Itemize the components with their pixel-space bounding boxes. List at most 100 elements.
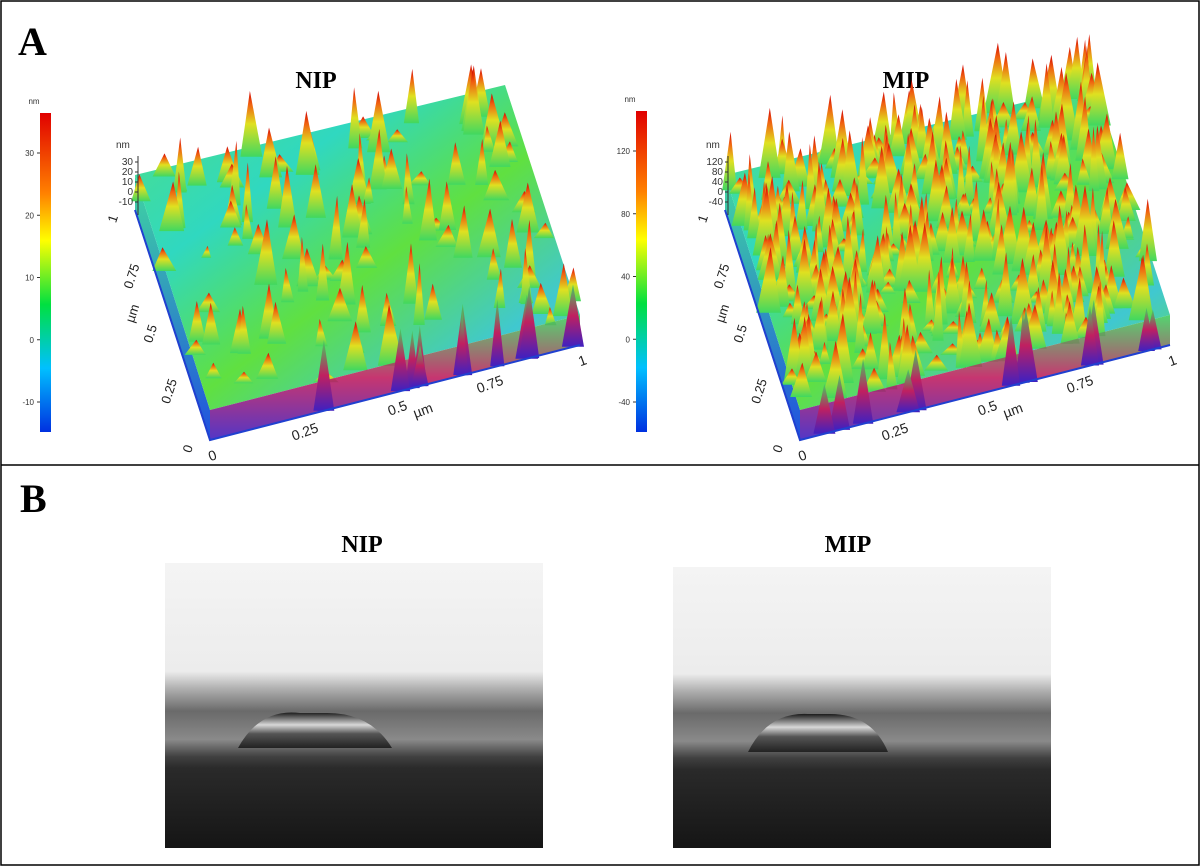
surface <box>131 64 584 440</box>
colorbar-unit: nm <box>28 97 39 106</box>
surface-peak <box>1060 301 1080 344</box>
z-tick-label: 20 <box>122 167 134 178</box>
droplet-image <box>673 567 1051 848</box>
surface-peak <box>1076 158 1092 185</box>
surface-peak <box>516 182 540 233</box>
surface-front-peak <box>390 328 411 392</box>
y-tick-label: 0.5 <box>140 323 160 345</box>
surface-peak <box>1020 96 1041 131</box>
y-tick-label: 1 <box>104 213 121 225</box>
surface-peak <box>1051 275 1066 334</box>
surface-peak <box>819 341 831 364</box>
surface-peak <box>804 351 827 382</box>
surface-peak <box>379 292 397 326</box>
surface-front-peak <box>1080 305 1100 366</box>
surface-front-peak <box>490 299 505 367</box>
colorbar-tick-label: 120 <box>617 147 631 156</box>
surface-peak <box>973 267 989 289</box>
surface-peak <box>295 110 320 175</box>
surface-peak <box>413 263 425 325</box>
surface-peak <box>963 145 975 205</box>
surface-peak <box>912 222 936 292</box>
surface-peak <box>722 131 737 191</box>
surface-peak <box>504 219 522 268</box>
x-tick-label: 0.25 <box>289 419 320 443</box>
surface-peak <box>152 247 177 271</box>
x-tick-label: 0.5 <box>385 397 409 419</box>
surface-peak <box>187 146 207 186</box>
axis-line <box>134 209 581 442</box>
surface-front-peak <box>1014 308 1038 382</box>
surface-peak <box>995 52 1015 114</box>
z-axis-unit: nm <box>116 140 130 151</box>
y-tick-label: 1 <box>694 213 711 225</box>
surface-peak <box>240 91 263 157</box>
surface-peak <box>1111 132 1129 180</box>
surface-peak <box>493 268 506 308</box>
surface-side <box>135 175 210 440</box>
surface-peak <box>992 224 1009 275</box>
surface-peak <box>924 269 936 329</box>
surface-peak <box>483 169 510 201</box>
y-tick-label: 0.75 <box>710 262 732 291</box>
surface-peak <box>267 301 287 344</box>
surface-peak <box>328 195 343 260</box>
surface-peak <box>282 214 305 260</box>
surface-peak <box>281 267 295 303</box>
surface-peak <box>131 174 151 202</box>
surface-peak <box>862 367 887 392</box>
surface-peak <box>220 200 242 228</box>
surface-peak <box>533 222 554 239</box>
surface-peak <box>482 125 496 152</box>
surface-peak <box>1088 126 1100 192</box>
surface-peak <box>327 287 353 322</box>
surface-peak <box>866 235 886 293</box>
surface-front-peak <box>456 311 469 376</box>
surface-peak <box>435 224 458 247</box>
surface-front-peak <box>519 285 540 358</box>
surface-peak <box>242 204 254 239</box>
surface <box>722 34 1170 440</box>
surface-peak <box>343 321 368 371</box>
surface-peak <box>1024 254 1042 300</box>
surface-peak <box>747 187 761 239</box>
surface-peak <box>897 287 914 349</box>
surface-peak <box>959 302 983 367</box>
x-tick-label: 0 <box>206 446 219 464</box>
y-tick-label: 0 <box>179 443 196 455</box>
surface-peak <box>1038 63 1055 128</box>
surface-peak <box>424 283 442 320</box>
surface-peak <box>1087 62 1111 126</box>
surface-peak <box>936 185 955 229</box>
z-tick-label: 0 <box>127 187 133 198</box>
surface-peak <box>861 279 883 334</box>
z-tick-label: 30 <box>122 157 134 168</box>
surface-peak <box>948 78 967 140</box>
surface-peak <box>463 69 485 135</box>
surface-peak <box>202 302 221 345</box>
surface-peak <box>159 181 185 232</box>
surface-front-peak <box>852 358 874 424</box>
surface-peak <box>942 207 961 263</box>
panel-title: NIP <box>341 532 382 558</box>
surface-peak <box>924 354 949 371</box>
surface-front-peak <box>896 369 920 413</box>
surface-peak <box>381 148 403 189</box>
z-tick-label: 40 <box>712 177 724 188</box>
surface-peak <box>354 284 371 333</box>
surface-peak <box>1097 187 1113 234</box>
surface-peak <box>891 191 903 252</box>
surface-front-peak <box>828 374 851 430</box>
x-tick-label: 1 <box>576 351 589 369</box>
surface-peak <box>266 156 285 209</box>
surface-peak <box>888 114 907 157</box>
surface-peak <box>342 184 363 238</box>
surface-peak <box>862 332 880 370</box>
surface-peak <box>419 178 437 241</box>
colorbar-tick-label: 10 <box>25 274 34 283</box>
surface-peak <box>486 248 502 280</box>
surface-peak <box>824 340 848 398</box>
surface-peak <box>233 371 254 384</box>
surface-peak <box>957 192 972 216</box>
